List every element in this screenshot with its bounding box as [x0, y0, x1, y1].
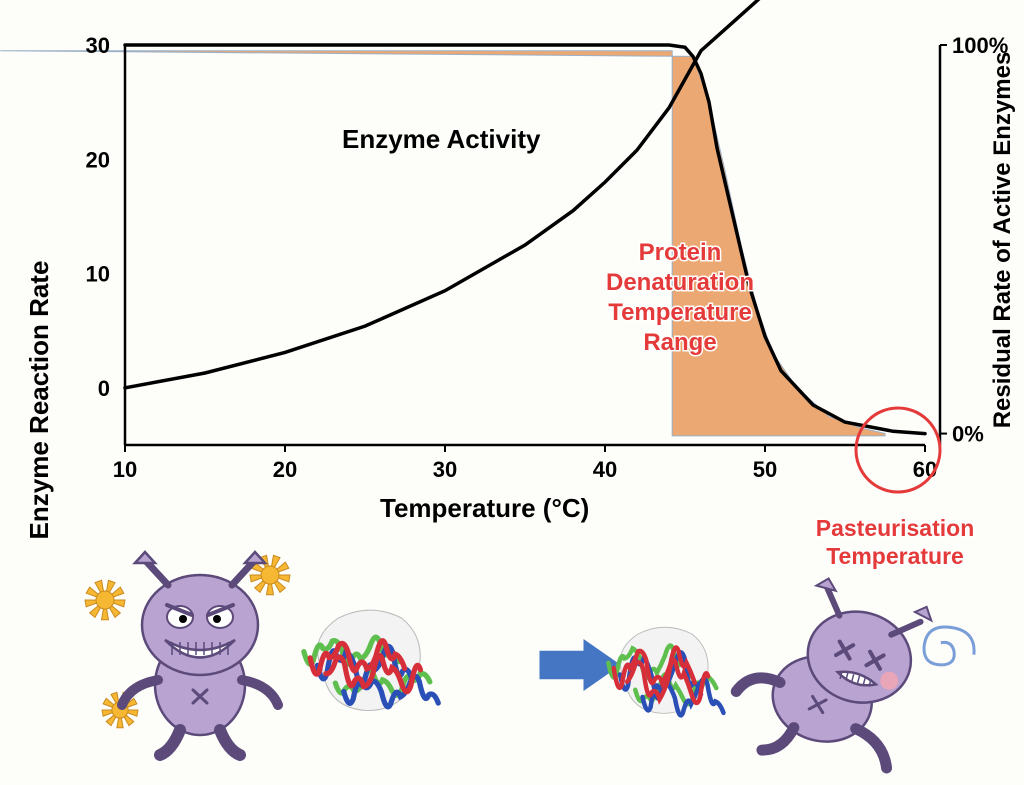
x-tick-label: 50 — [753, 457, 777, 482]
x-tick-label: 10 — [113, 457, 137, 482]
y-tick-label-left: 0 — [98, 376, 110, 401]
x-axis-label: Temperature (°C) — [380, 493, 589, 523]
y-tick-label-left: 30 — [86, 33, 110, 58]
chart-container: 10203040506001020300%100%Temperature (°C… — [0, 0, 1024, 785]
y-axis-label-right: Residual Rate of Active Enzymes — [989, 52, 1016, 429]
x-tick-label: 40 — [593, 457, 617, 482]
annotation-pasteurisation: Pasteurisation — [816, 515, 975, 541]
annotation-denaturation: Temperature — [608, 299, 752, 326]
annotation-denaturation: Denaturation — [606, 269, 754, 296]
y-tick-label-left: 10 — [86, 262, 110, 287]
annotation-enzyme-activity: Enzyme Activity — [342, 124, 541, 154]
x-tick-label: 30 — [433, 457, 457, 482]
y-tick-label-left: 20 — [86, 147, 110, 172]
annotation-pasteurisation: Temperature — [826, 543, 964, 569]
annotation-denaturation: Range — [643, 329, 716, 356]
y-tick-label-right: 0% — [952, 422, 984, 447]
annotation-denaturation: Protein — [639, 239, 722, 266]
x-tick-label: 20 — [273, 457, 297, 482]
chart-svg: 10203040506001020300%100%Temperature (°C… — [0, 0, 1024, 785]
y-axis-label-left: Enzyme Reaction Rate — [24, 261, 54, 540]
